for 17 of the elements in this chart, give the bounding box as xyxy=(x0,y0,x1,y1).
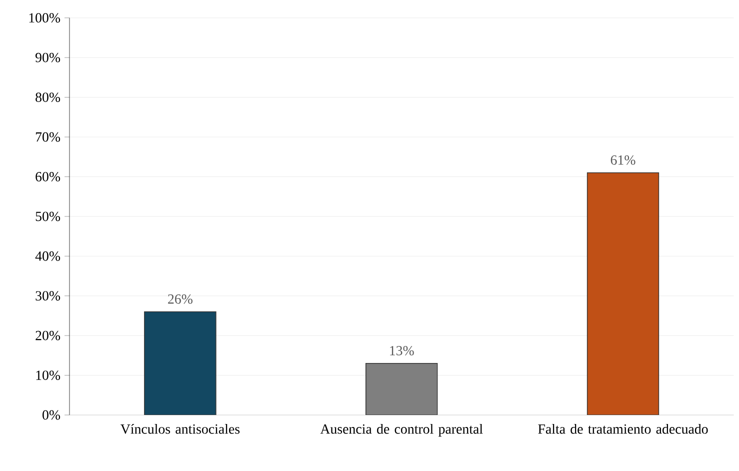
x-tick-label: Vínculos antisociales xyxy=(120,424,240,434)
y-tick-label: 20% xyxy=(36,331,60,340)
y-tick-label: 70% xyxy=(36,132,60,142)
x-tick-label: Ausencia de control parental xyxy=(320,424,483,437)
y-tick-label: 40% xyxy=(35,252,60,262)
y-tick-label: 0% xyxy=(42,410,60,420)
y-tick-label: 50% xyxy=(36,212,60,222)
data-label: 26% xyxy=(168,294,192,304)
data-label: 61% xyxy=(610,156,636,165)
y-tick-label: 10% xyxy=(36,370,60,380)
data-label: 13% xyxy=(390,346,414,356)
y-tick-label: 90% xyxy=(36,53,60,62)
y-tick-label: 80% xyxy=(36,92,60,102)
y-tick-label: 100% xyxy=(29,13,60,23)
y-tick-label: 60% xyxy=(36,172,60,182)
y-tick-label: 30% xyxy=(36,291,60,301)
x-tick-label: Falta de tratamiento adecuado xyxy=(538,424,708,434)
